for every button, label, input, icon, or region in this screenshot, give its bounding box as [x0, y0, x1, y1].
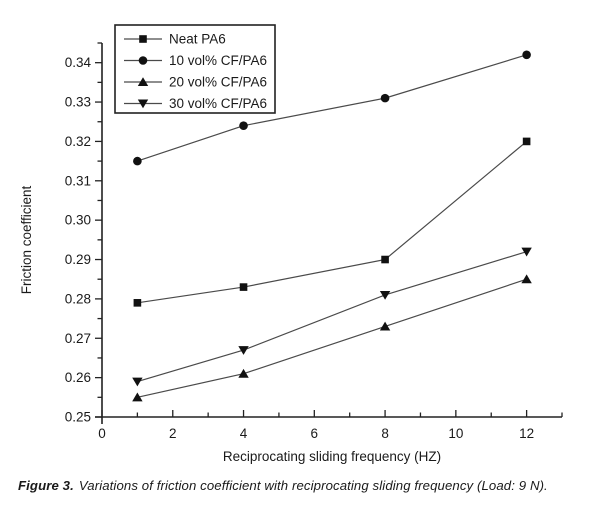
legend-circle-icon — [138, 56, 148, 65]
y-tick-label: 0.26 — [65, 370, 91, 385]
series-20-vol-cf-pa6-marker — [132, 392, 143, 402]
legend-item-10-vol-cf-pa6: 10 vol% CF/PA6 — [124, 53, 267, 68]
series-neat-pa6-marker — [133, 299, 142, 307]
y-tick-label: 0.31 — [65, 173, 91, 188]
x-tick-label: 4 — [240, 426, 248, 441]
figure-caption: Figure 3. Variations of friction coeffici… — [18, 477, 588, 494]
y-axis-title: Friction coefficient — [19, 185, 34, 294]
x-tick-label: 2 — [169, 426, 177, 441]
chart-plot-area: 0 2 4 6 8 10 12 0.25 0.26 0.27 0.28 0.29 0.30 0.31 0.3… — [65, 24, 563, 441]
series-30-vol-cf-pa6 — [132, 247, 532, 387]
x-axis-title: Reciprocating sliding frequency (HZ) — [223, 449, 441, 464]
legend-label: 30 vol% CF/PA6 — [169, 96, 267, 111]
series-30-vol-cf-pa6-line — [137, 251, 527, 383]
series-neat-pa6-marker — [239, 283, 248, 291]
y-tick-label: 0.33 — [65, 95, 91, 110]
legend-item-neat-pa6: Neat PA6 — [124, 32, 226, 47]
series-10-vol-cf-pa6-marker — [522, 50, 531, 60]
series-20-vol-cf-pa6-marker — [521, 274, 532, 284]
legend-label: Neat PA6 — [169, 32, 226, 47]
series-10-vol-cf-pa6-marker — [380, 93, 390, 103]
x-tick-label: 8 — [381, 426, 389, 441]
series-20-vol-cf-pa6 — [132, 274, 532, 402]
series-30-vol-cf-pa6-marker — [379, 290, 391, 300]
y-tick-label: 0.28 — [65, 291, 91, 306]
legend: Neat PA6 10 vol% CF/PA6 20 vol% CF/PA6 30 v… — [114, 24, 276, 114]
legend-square-icon — [139, 35, 147, 43]
legend-label: 10 vol% CF/PA6 — [169, 53, 267, 68]
legend-item-30-vol-cf-pa6: 30 vol% CF/PA6 — [124, 96, 267, 111]
y-tick-label: 0.30 — [65, 213, 91, 228]
series-30-vol-cf-pa6-marker — [521, 247, 532, 257]
legend-label: 20 vol% CF/PA6 — [169, 75, 267, 90]
y-tick-label: 0.27 — [65, 331, 91, 346]
series-20-vol-cf-pa6-marker — [238, 368, 249, 378]
x-tick-label: 12 — [519, 426, 534, 441]
series-10-vol-cf-pa6-line — [137, 54, 527, 162]
y-tick-label: 0.32 — [65, 134, 91, 149]
x-tick-label: 0 — [98, 426, 106, 441]
series-20-vol-cf-pa6-line — [137, 278, 527, 398]
series-20-vol-cf-pa6-marker — [379, 321, 391, 331]
series-neat-pa6-line — [137, 140, 527, 304]
series-neat-pa6-marker — [381, 255, 389, 264]
y-tick-label: 0.34 — [65, 55, 92, 70]
series-30-vol-cf-pa6-marker — [238, 346, 249, 355]
series-30-vol-cf-pa6-marker — [132, 377, 143, 387]
friction-coefficient-line-chart: 0 2 4 6 8 10 12 0.25 0.26 0.27 0.28 0.29 0.30 0.31 0.3… — [19, 24, 563, 464]
x-tick-label: 6 — [311, 426, 319, 441]
y-tick-label: 0.25 — [65, 410, 91, 425]
legend-triangle-down-icon — [137, 99, 149, 109]
series-10-vol-cf-pa6-marker — [133, 156, 142, 166]
series-10-vol-cf-pa6-marker — [239, 121, 248, 130]
legend-triangle-up-icon — [137, 77, 149, 86]
series-neat-pa6 — [133, 137, 531, 307]
figure-caption-text: Variations of friction coefficient with … — [78, 478, 548, 493]
figure-caption-label: Figure 3. — [18, 478, 74, 493]
x-tick-label: 10 — [448, 426, 463, 441]
legend-item-20-vol-cf-pa6: 20 vol% CF/PA6 — [124, 75, 267, 90]
series-10-vol-cf-pa6 — [133, 50, 531, 166]
y-tick-label: 0.29 — [65, 252, 91, 267]
series-neat-pa6-marker — [522, 137, 531, 146]
